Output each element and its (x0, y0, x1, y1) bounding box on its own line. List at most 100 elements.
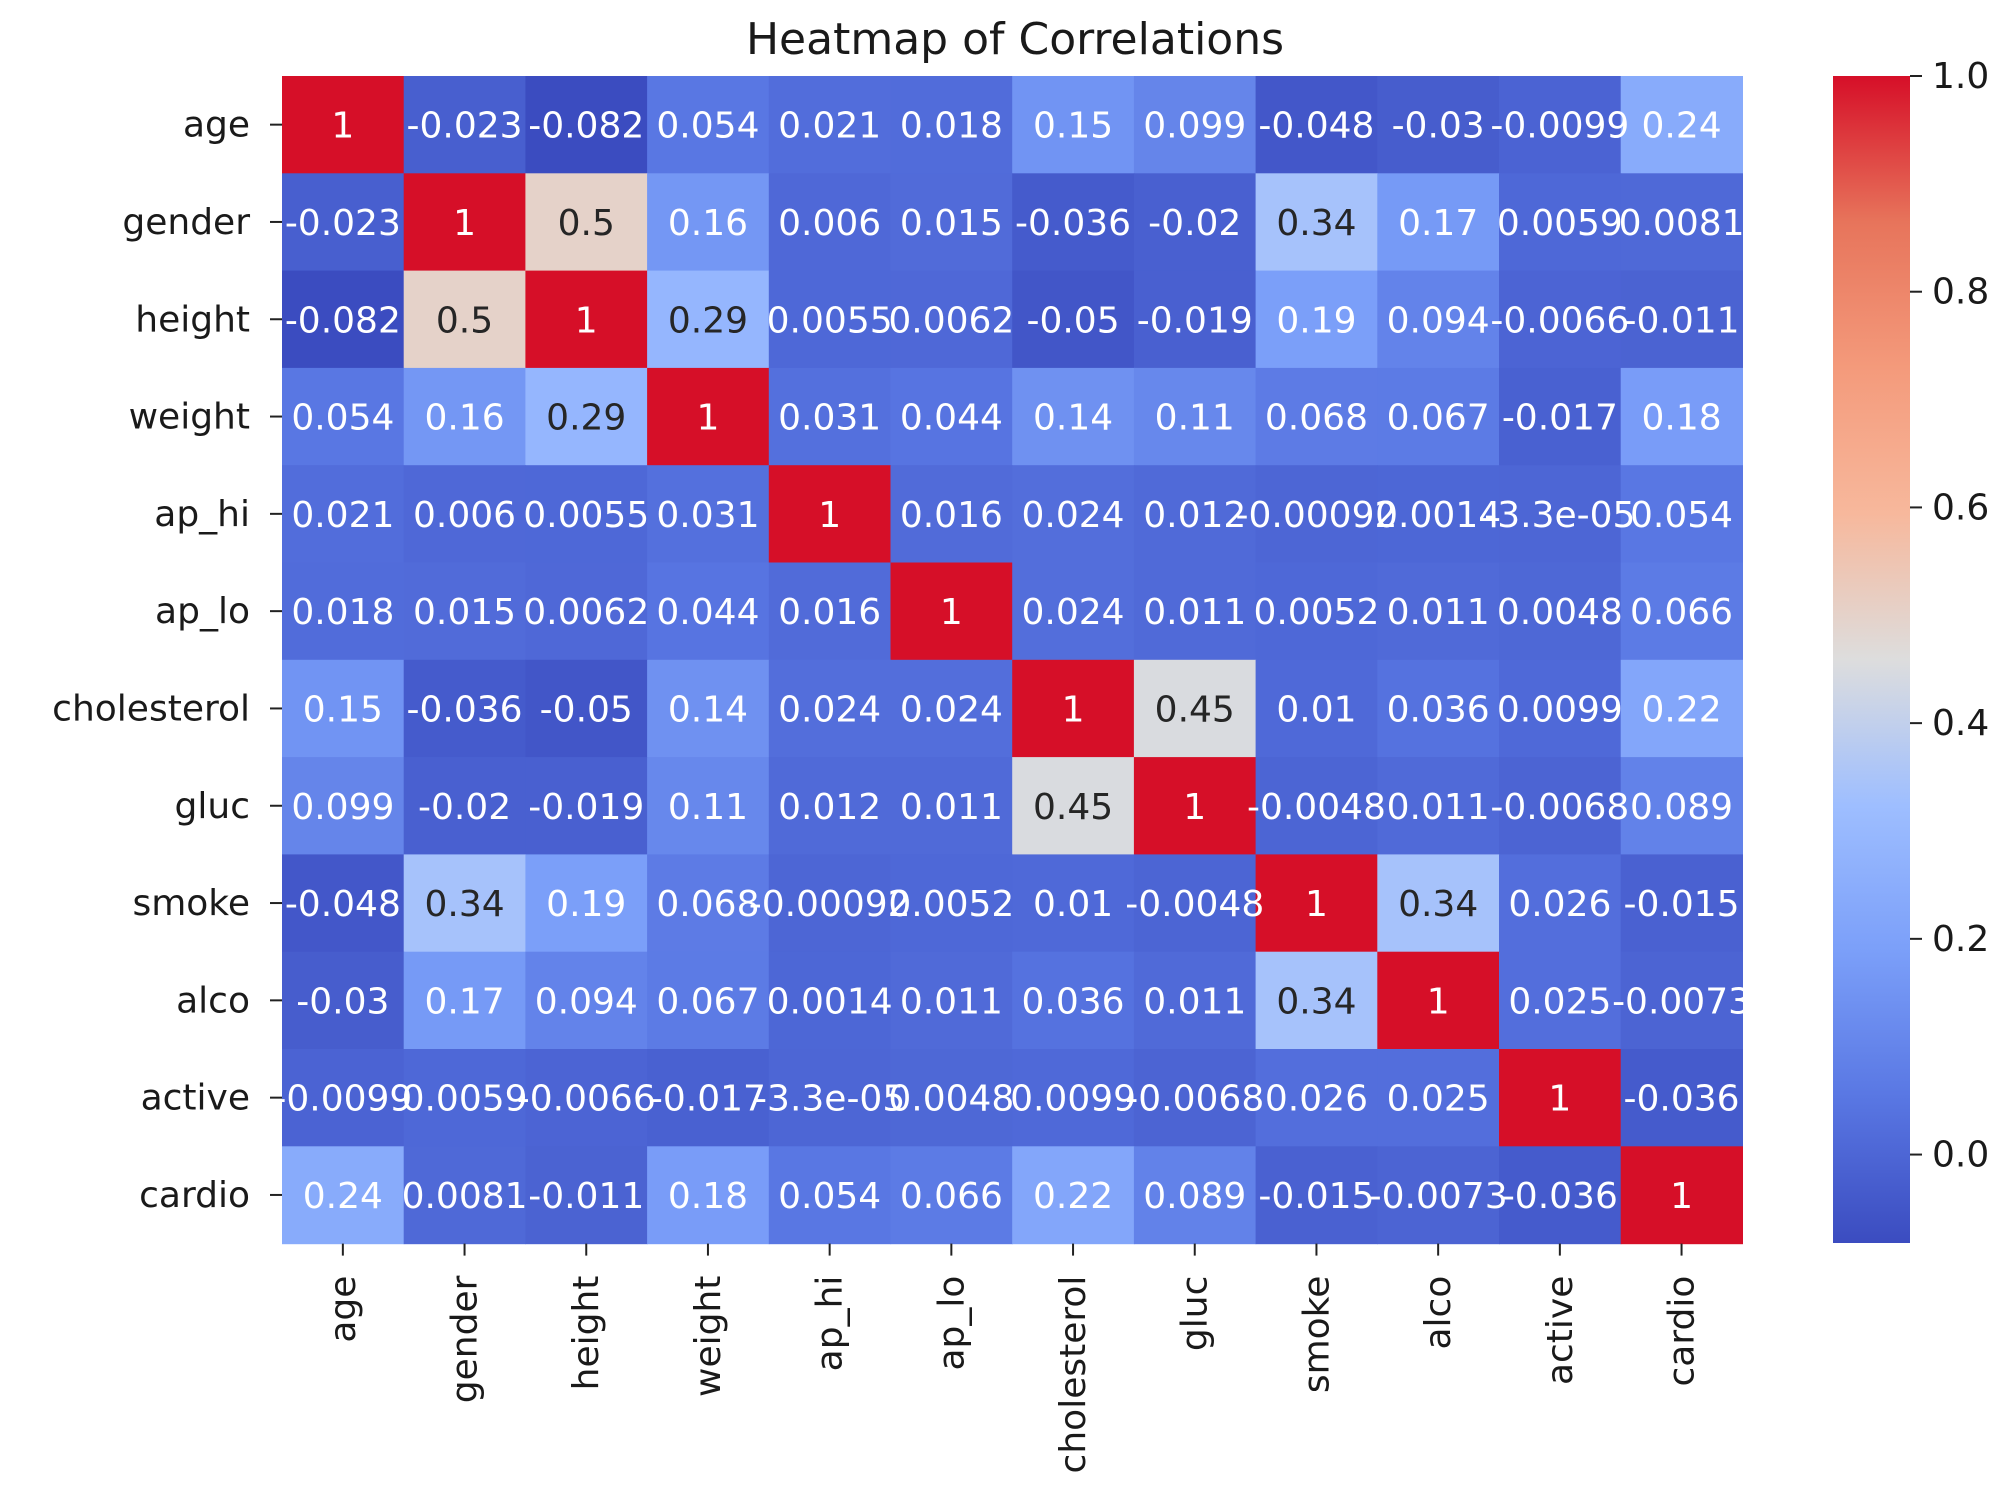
heatmap-cell-ap_lo-cardio (1620, 562, 1743, 661)
cell-value-label: 0.0059 (1497, 203, 1623, 244)
heatmap-cell-height-active (1499, 270, 1622, 369)
heatmap-cell-labels: 1 -0.023 -0.082 0.054 0.021 0.018 0.15 0.099 -0.… (273, 106, 1751, 1217)
heatmap-cell-alco-gluc (1133, 951, 1257, 1050)
heatmap-cell-active-cardio (1620, 1049, 1743, 1147)
heatmap-cell-ap_hi-alco (1377, 465, 1500, 564)
heatmap-cell-smoke-height (525, 854, 648, 953)
cell-value-label: -0.00092 (1236, 495, 1398, 536)
cell-value-label: -0.03 (1392, 106, 1485, 147)
colorbar-tick-label: 0.6 (1932, 487, 1989, 528)
heatmap-cell-gender-gluc (1133, 173, 1257, 272)
heatmap-cell-active-age (282, 1049, 405, 1147)
cell-value-label: -3.3e-05 (754, 1079, 905, 1120)
heatmap-cell-gender-height (525, 173, 648, 272)
y-tick-labels: age gender height weight ap_hi ap_lo cholester… (52, 105, 282, 1216)
heatmap-cell-ap_lo-age (282, 562, 405, 661)
cell-value-label: 0.011 (1387, 787, 1490, 828)
cell-value-label: -0.0068 (1125, 1079, 1264, 1120)
heatmap-cell-age-smoke (1255, 76, 1378, 174)
x-tick-label-ap_lo: ap_lo (931, 1276, 972, 1371)
cell-value-label: -0.019 (528, 787, 644, 828)
cell-value-label: -0.048 (285, 884, 401, 925)
cell-value-label: 0.024 (778, 689, 881, 730)
cell-value-label: 0.024 (1022, 592, 1125, 633)
cell-value-label: 0.18 (668, 1176, 748, 1217)
cell-value-label: 0.0062 (888, 300, 1014, 341)
heatmap-cell-active-weight (647, 1049, 770, 1147)
heatmap-cell-age-height (525, 76, 648, 174)
cell-value-label: 0.5 (436, 300, 493, 341)
heatmap-cell-weight-smoke (1255, 367, 1378, 466)
cell-value-label: 0.068 (656, 884, 759, 925)
cell-value-label: 1 (1062, 689, 1085, 730)
heatmap-cell-gluc-smoke (1255, 757, 1378, 855)
cell-value-label: 0.018 (900, 106, 1003, 147)
heatmap-cell-active-height (525, 1049, 648, 1147)
heatmap-cell-gluc-alco (1377, 757, 1500, 855)
heatmap-cell-active-gluc (1133, 1049, 1257, 1147)
heatmap-cell-ap_hi-smoke (1255, 465, 1378, 564)
cell-value-label: -0.0066 (517, 1079, 656, 1120)
heatmap-cell-gluc-cholesterol (1012, 757, 1135, 855)
cell-value-label: 1 (940, 592, 963, 633)
heatmap-cell-weight-age (282, 367, 405, 466)
cell-value-label: 0.011 (1387, 592, 1490, 633)
cell-value-label: -0.03 (296, 981, 389, 1022)
heatmap-cell-age-ap_hi (768, 76, 892, 174)
heatmap-cell-ap_hi-height (525, 465, 648, 564)
cell-value-label: 1 (1305, 884, 1328, 925)
x-tick-label-age: age (323, 1276, 364, 1343)
heatmap-cell-active-ap_hi (768, 1049, 892, 1147)
cell-value-label: -0.011 (1624, 300, 1740, 341)
cell-value-label: 0.0014 (1375, 495, 1501, 536)
cell-value-label: -0.0048 (1125, 884, 1264, 925)
heatmap-cell-age-alco (1377, 76, 1500, 174)
cell-value-label: 0.011 (1143, 981, 1246, 1022)
cell-value-label: 0.16 (424, 398, 504, 439)
heatmap-cell-weight-ap_lo (890, 367, 1013, 466)
heatmap-cell-cardio-cholesterol (1012, 1146, 1135, 1245)
y-tick-label-age: age (183, 105, 250, 146)
cell-value-label: 1 (453, 203, 476, 244)
heatmap-cell-cardio-ap_hi (768, 1146, 892, 1245)
cell-value-label: 0.099 (291, 787, 394, 828)
cell-value-label: 0.0052 (1253, 592, 1379, 633)
y-tick-label-ap_hi: ap_hi (154, 494, 250, 535)
heatmap-cell-gluc-weight (647, 757, 770, 855)
heatmap-cell-gender-active (1499, 173, 1622, 272)
cell-value-label: 0.5 (558, 203, 615, 244)
cell-value-label: 0.22 (1641, 689, 1721, 730)
cell-value-label: -0.036 (1502, 1176, 1618, 1217)
cell-value-label: -0.02 (418, 787, 511, 828)
heatmap-cell-cardio-weight (647, 1146, 770, 1245)
cell-value-label: 0.0048 (1497, 592, 1623, 633)
cell-value-label: 0.031 (656, 495, 759, 536)
cell-value-label: -0.0066 (1490, 300, 1629, 341)
cell-value-label: -0.036 (407, 689, 523, 730)
heatmap-cell-cardio-gender (403, 1146, 526, 1245)
colorbar-tick-label: 0.2 (1932, 919, 1989, 960)
cell-value-label: 0.031 (778, 398, 881, 439)
y-tick-label-weight: weight (129, 397, 250, 438)
heatmap-cell-age-age (282, 76, 405, 174)
heatmap-cell-gender-cardio (1620, 173, 1743, 272)
heatmap-cell-smoke-ap_lo (890, 854, 1013, 953)
heatmap-cell-gluc-height (525, 757, 648, 855)
cell-value-label: 0.19 (1276, 300, 1356, 341)
cell-value-label: -0.0048 (1247, 787, 1386, 828)
cell-value-label: 0.0052 (888, 884, 1014, 925)
heatmap-cell-cholesterol-gender (403, 659, 526, 758)
cell-value-label: 0.054 (656, 106, 759, 147)
y-tick-label-gluc: gluc (175, 786, 250, 827)
cell-value-label: 0.34 (1276, 203, 1356, 244)
heatmap-cell-gender-ap_lo (890, 173, 1013, 272)
heatmap-cell-cholesterol-ap_lo (890, 659, 1013, 758)
cell-value-label: 0.15 (303, 689, 383, 730)
cell-value-label: 0.011 (900, 981, 1003, 1022)
heatmap-cell-weight-alco (1377, 367, 1500, 466)
cell-value-label: 0.34 (424, 884, 504, 925)
x-tick-label-ap_hi: ap_hi (810, 1276, 851, 1372)
heatmap-cell-alco-ap_hi (768, 951, 892, 1050)
heatmap-cell-ap_lo-height (525, 562, 648, 661)
